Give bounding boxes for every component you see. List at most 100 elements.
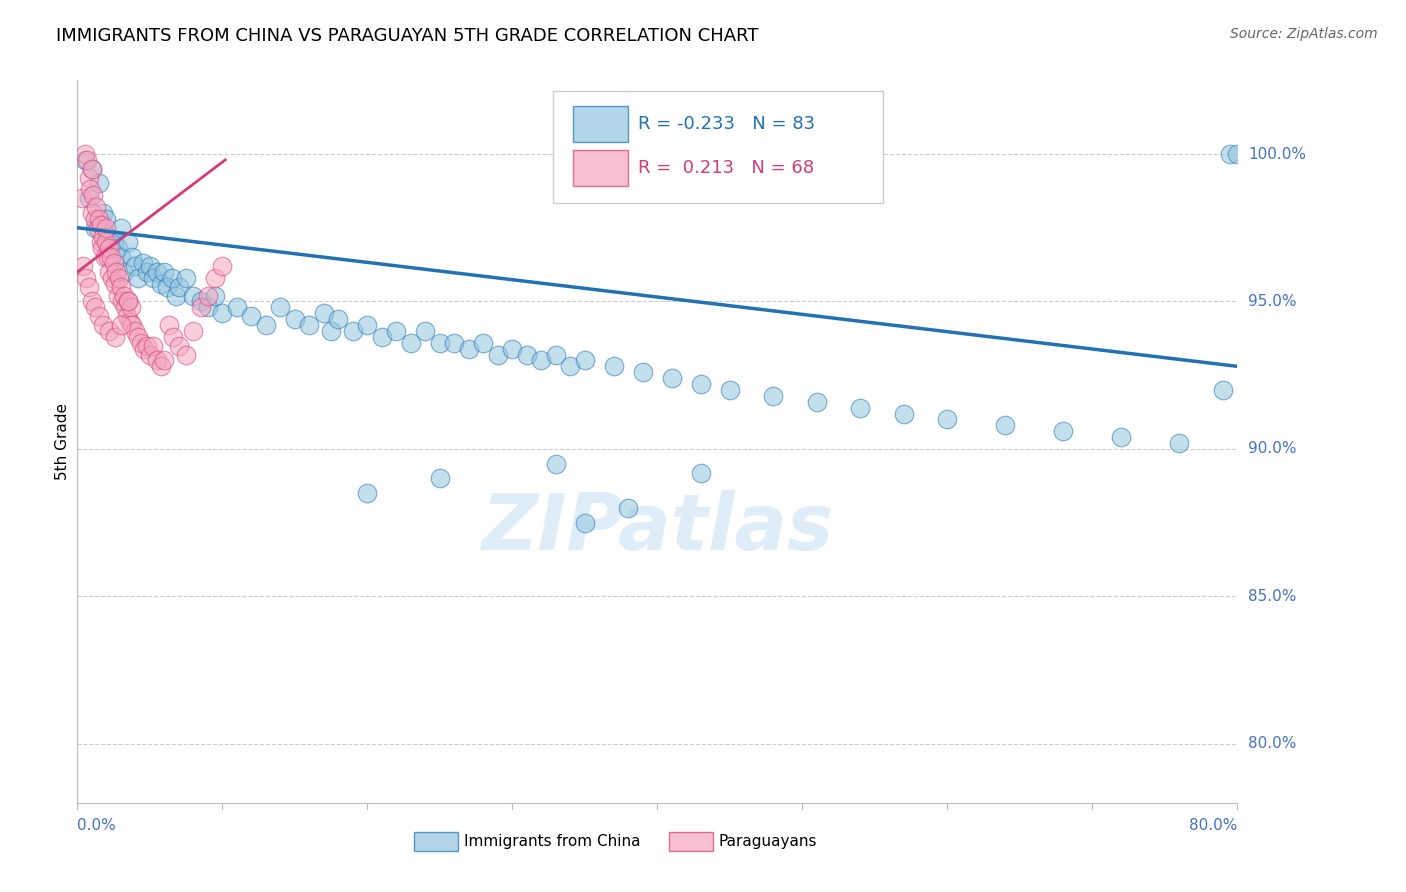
Point (574, 516, 596, 530)
Point (162, 330, 184, 344)
Point (429, 471, 451, 485)
Point (98, 324, 121, 338)
Point (83, 220, 105, 235)
Point (204, 271, 226, 285)
Point (107, 288, 129, 302)
Point (204, 288, 226, 302)
Point (96, 235, 118, 250)
Point (603, 359, 626, 374)
Point (146, 353, 169, 368)
Point (91, 241, 114, 255)
Point (893, 407, 915, 421)
Point (356, 318, 378, 332)
Point (371, 330, 394, 344)
Point (190, 294, 212, 309)
Point (1168, 436, 1191, 450)
Point (110, 318, 132, 332)
Point (121, 250, 143, 264)
Text: IMMIGRANTS FROM CHINA VS PARAGUAYAN 5TH GRADE CORRELATION CHART: IMMIGRANTS FROM CHINA VS PARAGUAYAN 5TH … (56, 27, 759, 45)
Text: 90.0%: 90.0% (1249, 442, 1296, 457)
Point (110, 279, 132, 293)
Point (117, 235, 139, 250)
FancyBboxPatch shape (572, 105, 628, 142)
Point (96, 220, 118, 235)
Point (127, 271, 149, 285)
Point (124, 259, 146, 273)
Point (167, 279, 190, 293)
Text: Paraguayans: Paraguayans (718, 834, 817, 849)
Point (1212, 383, 1234, 397)
Point (718, 383, 741, 397)
Y-axis label: 5th Grade: 5th Grade (55, 403, 70, 480)
Point (97, 250, 120, 264)
Point (94, 250, 117, 264)
Point (118, 315, 141, 329)
Point (385, 324, 408, 338)
Point (90, 235, 111, 250)
Point (183, 324, 205, 338)
Text: 85.0%: 85.0% (1249, 589, 1296, 604)
Point (174, 271, 197, 285)
Point (72, 259, 94, 273)
Point (183, 288, 205, 302)
Point (83, 211, 105, 226)
Point (103, 235, 125, 250)
Point (73, 153, 96, 167)
Point (356, 486, 378, 500)
Point (131, 256, 153, 270)
Point (104, 277, 127, 291)
Point (150, 359, 173, 374)
Point (284, 312, 307, 326)
Text: 0.0%: 0.0% (77, 818, 117, 832)
Point (96, 211, 118, 226)
Text: Source: ZipAtlas.com: Source: ZipAtlas.com (1230, 27, 1378, 41)
Point (544, 457, 567, 471)
Point (762, 389, 785, 403)
Point (105, 265, 128, 279)
Text: R = -0.233   N = 83: R = -0.233 N = 83 (637, 115, 814, 133)
Point (165, 288, 187, 302)
Point (429, 335, 451, 350)
Text: ZIPatlas: ZIPatlas (481, 491, 834, 566)
Point (142, 339, 165, 353)
Point (98, 265, 121, 279)
Point (110, 250, 132, 264)
Point (112, 288, 135, 302)
Point (114, 301, 136, 315)
Point (77, 279, 100, 293)
Point (661, 371, 683, 385)
Point (136, 339, 159, 353)
Point (1226, 147, 1249, 161)
Point (93, 229, 115, 244)
Point (156, 279, 179, 293)
Point (472, 335, 495, 350)
Point (110, 220, 132, 235)
Text: 80.0%: 80.0% (1249, 736, 1296, 751)
Point (93, 318, 115, 332)
Text: 100.0%: 100.0% (1249, 146, 1306, 161)
Point (413, 324, 436, 338)
Point (86, 220, 108, 235)
Point (342, 324, 364, 338)
Point (104, 330, 127, 344)
Point (87, 309, 110, 323)
Point (574, 353, 596, 368)
Point (120, 301, 142, 315)
Point (112, 265, 135, 279)
Point (399, 335, 422, 350)
Text: 95.0%: 95.0% (1249, 294, 1296, 309)
Point (211, 306, 233, 320)
Point (107, 241, 129, 255)
Point (516, 347, 538, 361)
Point (457, 342, 479, 356)
Point (501, 342, 523, 356)
Point (80, 161, 103, 176)
Text: R =  0.213   N = 68: R = 0.213 N = 68 (637, 160, 814, 178)
Point (70, 191, 93, 205)
Point (617, 500, 640, 515)
Point (117, 294, 139, 309)
Point (211, 259, 233, 273)
FancyBboxPatch shape (413, 832, 458, 851)
Point (1111, 430, 1133, 444)
Point (139, 259, 162, 273)
